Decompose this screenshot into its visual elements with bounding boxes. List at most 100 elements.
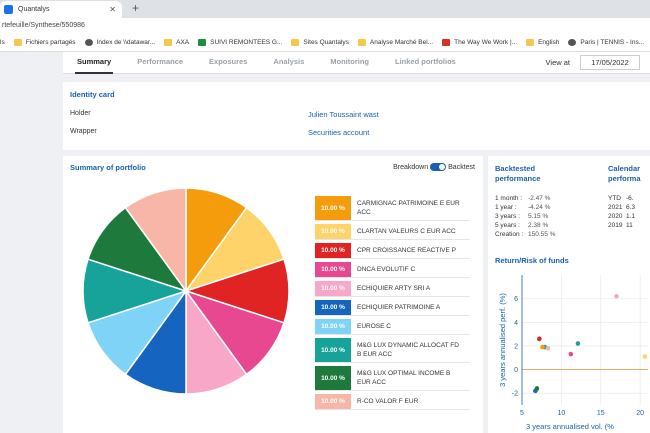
legend-item[interactable]: 10.00 % M&G LUX DYNAMIC ALLOCAT FD B EUR … [315,338,470,363]
tab-performance[interactable]: Performance [137,56,184,66]
tab-analysis[interactable]: Analysis [273,56,305,66]
perf-label: YTD [608,195,621,202]
y-tick-label: 6 [514,296,518,303]
x-tick-label: 10 [557,410,565,417]
bookmark[interactable]: English [526,39,559,46]
perf-label: 1 month : [495,195,523,202]
fund-point[interactable] [614,293,619,299]
tab-linked-portfolios[interactable]: Linked portfolios [395,56,456,66]
perf-label: 1 year : [495,204,517,211]
perf-row: 2021 6.3 [608,203,635,212]
y-tick-label: 2 [514,343,518,350]
identity-card-title: Identity card [70,90,115,99]
legend-item[interactable]: 10.00 % CLARTAN VALEURS C EUR ACC [315,224,470,240]
breakdown-backtest-toggle[interactable]: Breakdown Backtest [393,163,475,171]
browser-tab[interactable]: Quantalys ✕ [0,1,122,18]
legend-item[interactable]: 10.00 % R-CO VALOR F EUR [315,394,470,410]
toggle-right-label: Backtest [448,163,475,171]
quantalys-favicon-icon [4,5,13,14]
scatter-title: Return/Risk of funds [495,256,569,265]
pie-slice[interactable] [124,187,187,294]
address-bar[interactable]: rtefeuille/Synthese/550986 [0,18,650,34]
perf-value: 5.15 % [528,213,549,220]
legend-fund-name: R-CO VALOR F EUR [357,398,419,405]
view-at-label: View at [545,58,570,67]
legend-percent: 10.00 % [315,281,351,296]
fund-point[interactable] [575,341,581,346]
tab-summary[interactable]: Summary [74,52,114,74]
fund-point[interactable] [642,354,648,359]
bookmark[interactable]: AXA [164,39,189,46]
url-text: rtefeuille/Synthese/550986 [2,22,85,29]
allocation-legend: 10.00 % CARMIGNAC PATRIMOINE E EUR ACC 10.… [315,196,470,413]
fund-point[interactable] [540,344,545,350]
bookmark[interactable]: Paris | TENNIS - Ins... [568,39,644,46]
folder-icon [164,39,173,46]
bookmark[interactable]: SUIVI REMONTEES G... [198,39,282,46]
browser-tabbar: Quantalys ✕ + [0,0,650,18]
perf-row: 3 years : 5.15 % [495,212,555,221]
legend-percent: 10.00 % [315,224,351,239]
globe-icon [84,39,93,46]
x-tick-label: 20 [636,410,644,417]
performance-panel: Backtested performance Calendar performa… [488,156,650,433]
perf-row: 1 month : -2.47 % [495,194,555,203]
legend-percent: 10.00 % [315,319,351,334]
fund-point[interactable] [568,351,574,357]
fund-point[interactable] [534,386,540,391]
folder-icon [291,39,300,46]
legend-percent: 10.00 % [315,338,351,362]
tab-monitoring[interactable]: Monitoring [330,56,370,66]
allocation-pie-chart [82,187,290,395]
toggle-left-label: Breakdown [393,163,429,171]
new-tab-icon[interactable]: + [132,1,140,15]
bookmark[interactable]: The Way We Work |... [442,39,517,46]
site-icon [568,39,577,46]
fund-point[interactable] [537,336,542,342]
legend-item[interactable]: 10.00 % M&G LUX OPTIMAL INCOME B EUR ACC [315,366,470,391]
legend-item[interactable]: 10.00 % EUROSE C [315,319,470,335]
close-tab-icon[interactable]: ✕ [109,5,116,14]
perf-row: 2020 1.1 [608,212,635,221]
holder-value[interactable]: Julien Toussaint wast [308,110,379,119]
date-input[interactable]: 17/05/2022 [580,55,640,70]
sheets-icon [198,39,207,46]
legend-fund-name: ECHIQUIER ARTY SRI A [357,285,431,292]
perf-label: 5 years : [495,222,520,229]
bookmark[interactable]: Fichiers partagés [13,39,76,46]
bookmark[interactable]: Index de \\datawar... [84,39,155,46]
perf-value: 1.1 [626,213,636,220]
toggle-switch[interactable] [430,163,447,171]
legend-percent: 10.00 % [315,366,351,390]
legend-fund-name: CPR CROISSANCE REACTIVE P [357,247,456,254]
backtest-table: 1 month : -2.47 % 1 year : -4.24 % 3 years :… [495,194,555,239]
perf-value: 2.38 % [528,222,549,229]
legend-percent: 10.00 % [315,300,351,315]
bookmark[interactable]: ls [0,39,5,46]
folder-icon [357,39,366,46]
legend-item[interactable]: 10.00 % CPR CROISSANCE REACTIVE P [315,243,470,259]
perf-value: -6. [626,195,634,202]
perf-row: 5 years : 2.38 % [495,221,555,230]
bookmark[interactable]: Analyse Marché Bel... [357,39,433,46]
y-tick-label: -2 [512,391,518,398]
y-axis-label: 3 years annualised perf. (%) [498,293,507,387]
legend-fund-name: M&G LUX DYNAMIC ALLOCAT FD B EUR ACC [357,342,459,358]
legend-item[interactable]: 10.00 % ECHIQUIER PATRIMOINE A [315,300,470,316]
wrapper-value[interactable]: Securities account [308,128,370,137]
legend-item[interactable]: 10.00 % ECHIQUIER ARTY SRI A [315,281,470,297]
legend-fund-name: M&G LUX OPTIMAL INCOME B EUR ACC [357,370,451,386]
perf-label: 3 years : [495,213,520,220]
legend-item[interactable]: 10.00 % CARMIGNAC PATRIMOINE E EUR ACC [315,196,470,221]
t-logo-icon [442,39,451,46]
perf-value: -4.24 % [528,204,551,211]
perf-value: 6.3 [626,204,636,211]
tab-exposures[interactable]: Exposures [209,56,248,66]
legend-fund-name: CLARTAN VALEURS C EUR ACC [357,228,456,235]
bookmark[interactable]: Sites Quantalys [291,39,349,46]
summary-title: Summary of portfolio [70,163,146,172]
legend-item[interactable]: 10.00 % DNCA EVOLUTIF C [315,262,470,278]
x-tick-label: 5 [520,410,524,417]
fund-point[interactable] [545,345,551,351]
perf-value: -2.47 % [528,195,551,202]
